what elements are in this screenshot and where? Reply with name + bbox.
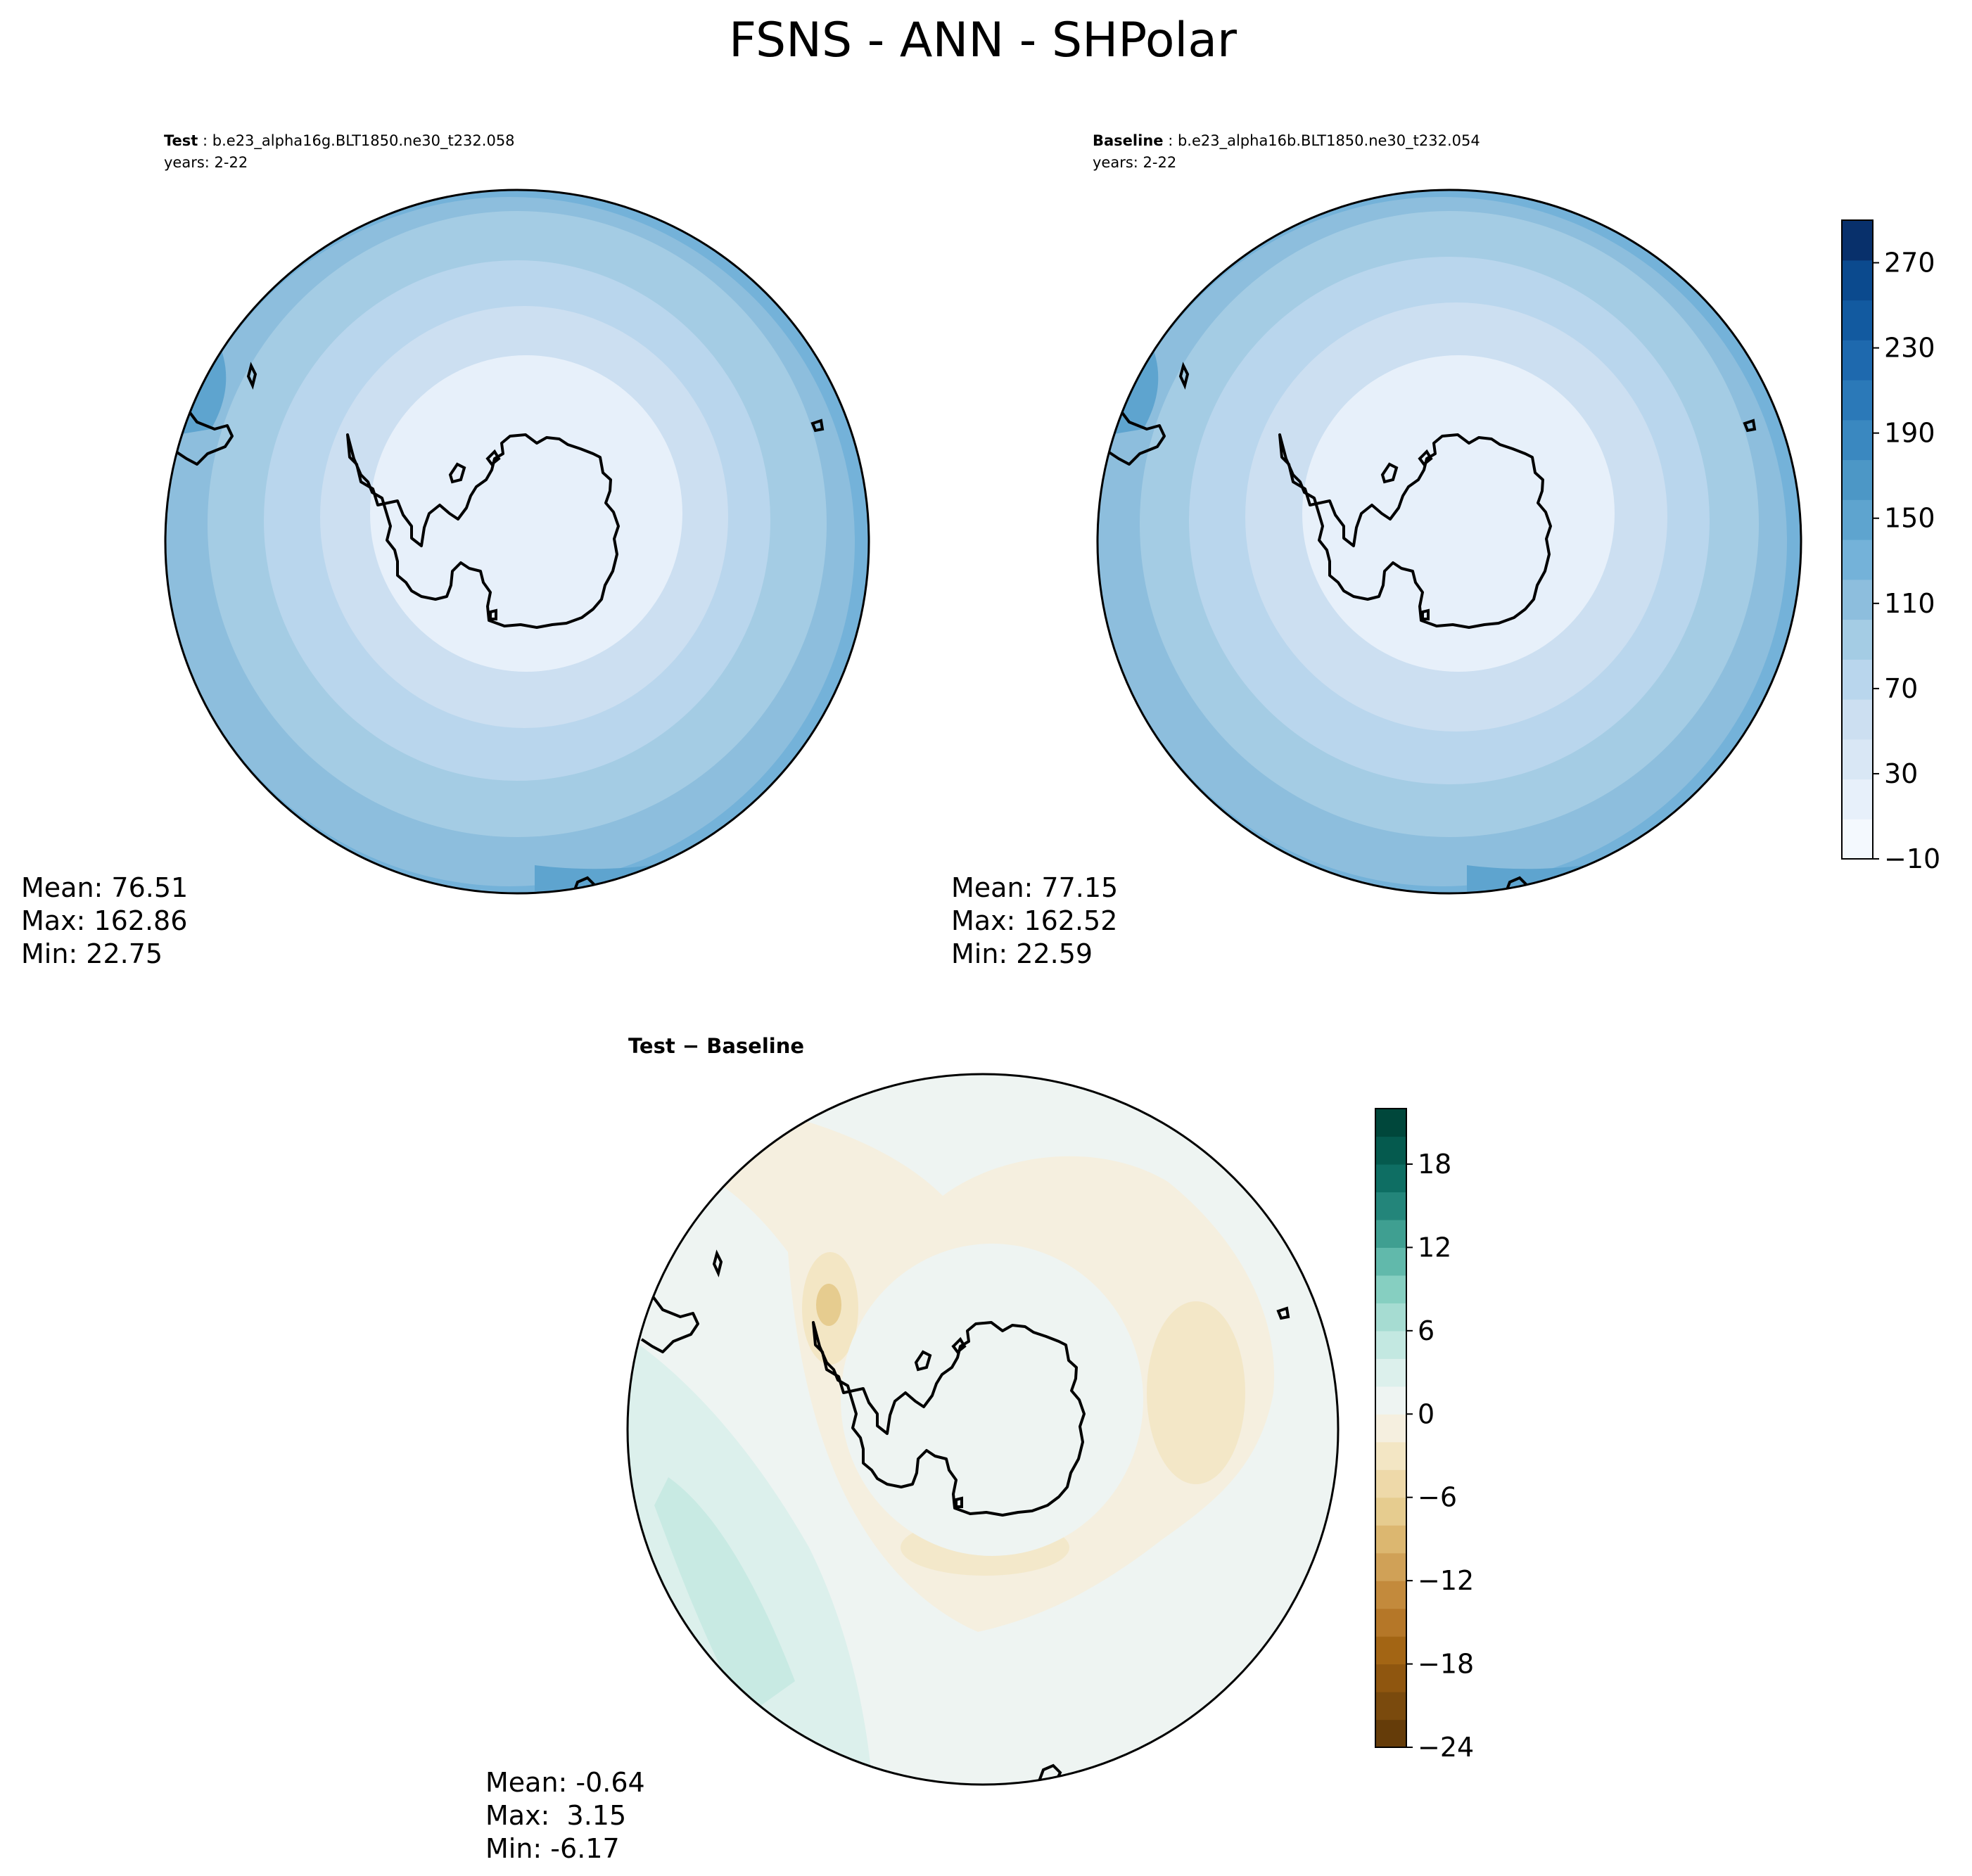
diff-colorbar-tick-label: 18 [1418, 1149, 1451, 1180]
main-colorbar-swatch [1842, 499, 1873, 540]
diff-colorbar-swatch [1375, 1192, 1406, 1220]
main-colorbar-swatch [1842, 220, 1873, 261]
diff-colorbar-swatch [1375, 1636, 1406, 1665]
diff-colorbar-tick-label: 0 [1418, 1398, 1435, 1429]
main-colorbar-frame [1841, 219, 1874, 860]
test-stat-mean: Mean: 76.51 [21, 872, 188, 903]
diff-colorbar-swatch [1375, 1358, 1406, 1387]
diff-colorbar-swatch [1375, 1414, 1406, 1443]
main-colorbar-tick-label: 30 [1884, 758, 1918, 789]
diff-colorbar-swatch [1375, 1441, 1406, 1470]
diff-stat-max: Max: 3.15 [485, 1800, 626, 1831]
diff-colorbar-swatch [1375, 1469, 1406, 1498]
diff-colorbar-tick-label: 12 [1418, 1232, 1451, 1263]
diff-map-boundary [626, 1073, 1340, 1786]
main-colorbar-swatch [1842, 459, 1873, 500]
diff-colorbar-swatch [1375, 1719, 1406, 1748]
diff-colorbar-swatch [1375, 1581, 1406, 1609]
figure-title: FSNS - ANN - SHPolar [729, 13, 1237, 68]
baseline-years: years: 2-22 [1093, 154, 1176, 171]
main-colorbar-tick-label: 270 [1884, 248, 1935, 279]
diff-colorbar-swatch [1375, 1386, 1406, 1415]
test-years: years: 2-22 [164, 154, 248, 171]
main-colorbar-swatch [1842, 779, 1873, 819]
diff-colorbar-swatch [1375, 1608, 1406, 1637]
test-case-name: b.e23_alpha16g.BLT1850.ne30_t232.058 [212, 132, 515, 150]
diff-colorbar-swatch [1375, 1247, 1406, 1276]
main-colorbar-tick-label: 70 [1884, 673, 1918, 704]
main-colorbar-tick-label: 150 [1884, 503, 1935, 534]
baseline-label: Baseline [1093, 132, 1164, 149]
test-stat-max: Max: 162.86 [21, 905, 187, 936]
baseline-stat-max: Max: 162.52 [951, 905, 1117, 936]
baseline-separator: : [1164, 132, 1178, 149]
diff-colorbar-tick-label: 6 [1418, 1315, 1435, 1346]
main-colorbar-swatch [1842, 260, 1873, 301]
main-colorbar-swatch [1842, 340, 1873, 381]
diff-colorbar-swatch [1375, 1525, 1406, 1554]
diff-colorbar-swatch [1375, 1219, 1406, 1248]
diff-map [628, 1074, 1338, 1785]
diff-colorbar-swatch [1375, 1497, 1406, 1526]
baseline-map [1098, 190, 1801, 893]
baseline-panel: Baseline : b.e23_alpha16b.BLT1850.ne30_t… [951, 132, 1802, 969]
main-colorbar-swatch [1842, 819, 1873, 860]
baseline-map-boundary [1096, 189, 1802, 895]
main-colorbar-swatch [1842, 739, 1873, 780]
diff-panel: Test − Baseline Mean: -0.64 Max: 3.15 Mi… [485, 1034, 1340, 1864]
main-colorbar-tick-label: 190 [1884, 418, 1935, 449]
diff-colorbar-swatch [1375, 1163, 1406, 1193]
diff-colorbar-swatch [1375, 1692, 1406, 1721]
baseline-stat-min: Min: 22.59 [951, 938, 1093, 969]
main-colorbar-swatch [1842, 659, 1873, 700]
diff-colorbar-tick-label: −24 [1418, 1732, 1474, 1763]
diff-colorbar: −24 −18 −12 −6 0 6 12 18 [1375, 1108, 1474, 1763]
main-colorbar: −10 30 70 110 150 190 230 270 [1841, 219, 1940, 874]
diff-stat-mean: Mean: -0.64 [485, 1767, 645, 1798]
baseline-case-name: b.e23_alpha16b.BLT1850.ne30_t232.054 [1178, 132, 1480, 150]
main-colorbar-tick-label: 110 [1884, 588, 1935, 619]
baseline-header: Baseline : b.e23_alpha16b.BLT1850.ne30_t… [1093, 132, 1480, 150]
diff-colorbar-swatch [1375, 1552, 1406, 1581]
main-colorbar-swatch [1842, 619, 1873, 660]
diff-colorbar-swatch [1375, 1109, 1406, 1137]
main-colorbar-swatch [1842, 699, 1873, 740]
diff-colorbar-tick-label: −18 [1418, 1649, 1474, 1680]
diff-colorbar-swatch [1375, 1275, 1406, 1303]
diff-colorbar-swatch [1375, 1664, 1406, 1692]
main-colorbar-swatch [1842, 380, 1873, 421]
diff-stat-min: Min: -6.17 [485, 1833, 620, 1864]
test-label: Test [164, 132, 198, 149]
main-colorbar-swatch [1842, 419, 1873, 461]
test-stat-min: Min: 22.75 [21, 938, 163, 969]
diff-colorbar-swatch [1375, 1303, 1406, 1332]
diff-colorbar-tick-label: −6 [1418, 1482, 1457, 1513]
baseline-stat-mean: Mean: 77.15 [951, 872, 1118, 903]
test-panel: Test : b.e23_alpha16g.BLT1850.ne30_t232.… [21, 132, 870, 969]
diff-colorbar-swatch [1375, 1136, 1406, 1165]
diff-colorbar-frame [1375, 1108, 1407, 1748]
test-separator: : [198, 132, 212, 149]
diff-title: Test − Baseline [628, 1034, 804, 1058]
diff-colorbar-tick-label: −12 [1418, 1565, 1474, 1596]
diff-colorbar-swatch [1375, 1330, 1406, 1359]
test-header: Test : b.e23_alpha16g.BLT1850.ne30_t232.… [164, 132, 515, 150]
main-colorbar-tick-label: −10 [1884, 843, 1940, 874]
test-map-boundary [164, 189, 870, 895]
main-colorbar-swatch [1842, 579, 1873, 620]
main-colorbar-tick-label: 230 [1884, 333, 1935, 364]
main-colorbar-swatch [1842, 540, 1873, 580]
main-colorbar-swatch [1842, 300, 1873, 340]
